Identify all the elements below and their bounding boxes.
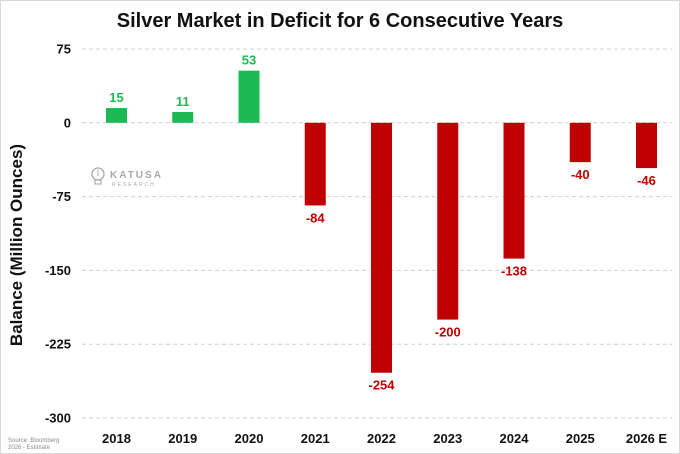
y-tick-label: -225 [45,337,71,352]
x-tick-label: 2019 [168,431,197,446]
bar-2021 [304,122,326,206]
bar-2022 [371,122,392,373]
data-label: 11 [176,94,190,109]
x-tick-label: 2018 [102,431,131,446]
x-tick-label: 2026 E [626,431,668,446]
y-tick-label: -300 [45,411,71,426]
x-tick-label: 2023 [433,431,462,446]
x-tick-label: 2025 [566,431,595,446]
bar-2025 [569,122,591,163]
data-label: -138 [501,264,527,279]
y-tick-label: -75 [52,189,71,204]
bar-2020 [238,70,260,123]
katusa-watermark: KATUSA RESEARCH [91,167,163,188]
x-tick-label: 2021 [301,431,330,446]
y-axis-label: Balance (Million Ounces) [7,144,26,346]
y-axis-ticks: 75 0 -75 -150 -225 -300 [45,42,71,426]
source-note-line2: 2026 - Estimate [8,445,51,451]
data-label: 53 [242,53,256,68]
source-note-line1: Source: Bloomberg [8,438,59,444]
x-axis-ticks: 2018 2019 2020 2021 2022 2023 2024 2025 2026 E [102,431,667,446]
y-tick-label: 0 [64,115,71,130]
x-tick-label: 2020 [235,431,264,446]
lightbulb-icon [91,167,105,185]
bar-2019 [172,111,194,123]
bar-2023 [437,122,459,320]
watermark-sub: RESEARCH [112,182,156,188]
x-tick-label: 2022 [367,431,396,446]
data-labels: 15 11 53 -84 -254 -200 -138 -40 -46 [109,53,656,393]
bars [106,70,657,373]
bar-2024 [503,122,525,259]
y-tick-label: -150 [45,263,71,278]
watermark-name: KATUSA [110,170,163,181]
bar-2026-e [636,122,657,169]
data-label: -84 [306,210,326,225]
x-tick-label: 2024 [500,431,530,446]
y-tick-label: 75 [57,42,71,57]
data-label: -40 [571,167,590,182]
data-label: -200 [435,325,461,340]
data-label: -46 [637,173,656,188]
data-label: -254 [368,378,395,393]
data-label: 15 [109,90,123,105]
bar-2018 [106,108,127,123]
chart-title: Silver Market in Deficit for 6 Consecuti… [117,10,563,32]
